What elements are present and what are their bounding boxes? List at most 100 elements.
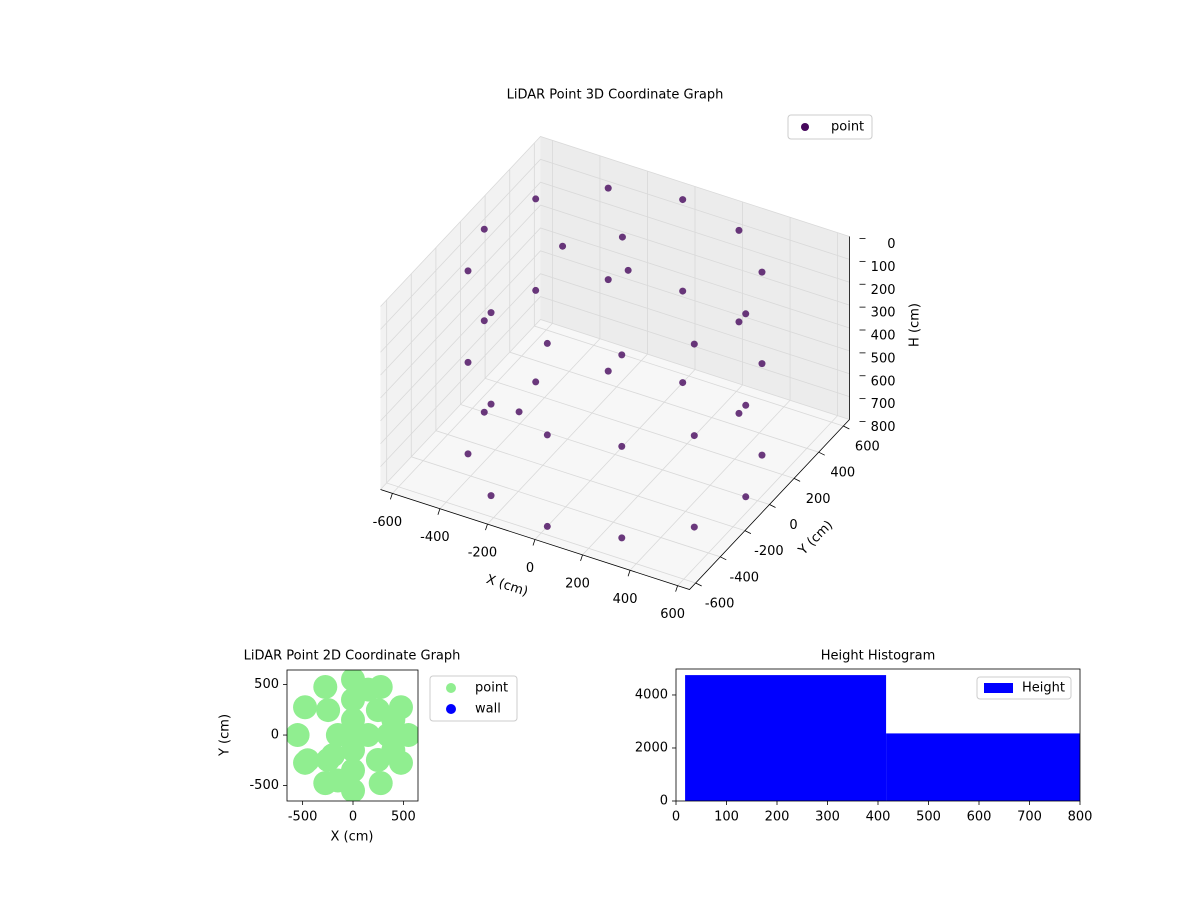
tick-mark xyxy=(793,477,801,482)
x-tick-label: 500 xyxy=(916,810,941,825)
point xyxy=(690,432,698,440)
y-tick-label: 600 xyxy=(855,440,880,455)
tick-mark xyxy=(532,539,536,546)
y-tick-label: -200 xyxy=(754,544,784,559)
y-tick-label: 500 xyxy=(254,677,279,692)
x-tick-label: 400 xyxy=(866,810,891,825)
point xyxy=(604,276,612,284)
grid-line xyxy=(380,158,850,330)
point xyxy=(341,723,366,748)
z-tick-label: 500 xyxy=(871,351,896,366)
y-tick-label: 0 xyxy=(660,794,668,809)
point xyxy=(618,534,626,542)
legend-label: point xyxy=(831,120,864,135)
grid-line xyxy=(380,204,850,376)
point xyxy=(690,523,698,531)
point xyxy=(480,408,488,416)
z-axis-label: H (cm) xyxy=(908,303,923,347)
point xyxy=(487,492,495,500)
point xyxy=(758,268,766,276)
grid-line xyxy=(380,250,850,422)
y-tick-label: 0 xyxy=(789,518,797,533)
y-tick-label: -600 xyxy=(705,596,735,611)
x-tick-label: 500 xyxy=(391,810,416,825)
point xyxy=(618,233,626,241)
x-tick-label: 600 xyxy=(660,607,685,622)
x-tick-label: 0 xyxy=(526,561,534,576)
point xyxy=(604,367,612,375)
x-tick-label: -400 xyxy=(420,530,450,545)
tick-mark xyxy=(437,508,441,515)
bar xyxy=(886,733,1080,801)
point xyxy=(368,771,393,796)
point xyxy=(287,723,310,748)
point xyxy=(604,184,612,192)
point xyxy=(543,431,551,439)
point xyxy=(543,522,551,530)
legend-box xyxy=(787,114,873,140)
legend-label: point xyxy=(475,681,508,696)
x-tick-label: 0 xyxy=(672,810,680,825)
point xyxy=(679,287,687,295)
point xyxy=(464,450,472,458)
grid-line xyxy=(380,227,850,399)
point xyxy=(464,267,472,275)
z-tick-label: 800 xyxy=(871,420,896,435)
point xyxy=(480,225,488,233)
z-tick-label: 200 xyxy=(871,283,896,298)
x-tick-label: -200 xyxy=(468,546,498,561)
point xyxy=(480,317,488,325)
z-tick-label: 600 xyxy=(871,374,896,389)
point xyxy=(618,351,626,359)
point xyxy=(735,318,743,326)
point xyxy=(515,408,523,416)
y-tick-label: 2000 xyxy=(635,740,668,755)
z-tick-label: 300 xyxy=(871,306,896,321)
point xyxy=(320,743,345,768)
x-tick-label: 100 xyxy=(714,810,739,825)
chart-title: Height Histogram xyxy=(821,649,936,664)
x-tick-label: 200 xyxy=(765,810,790,825)
legend-patch xyxy=(984,683,1013,693)
point xyxy=(742,401,750,409)
point xyxy=(325,768,350,793)
point xyxy=(742,310,750,318)
x-tick-label: -500 xyxy=(288,810,318,825)
point xyxy=(464,358,472,366)
y-tick-label: 200 xyxy=(806,492,831,507)
point xyxy=(313,674,338,699)
tick-mark xyxy=(695,582,702,587)
tick-mark xyxy=(769,504,776,508)
x-tick-label: 0 xyxy=(349,810,357,825)
point xyxy=(487,400,495,408)
point xyxy=(758,451,766,459)
point xyxy=(618,442,626,450)
y-tick-label: -400 xyxy=(730,570,760,585)
tick-mark xyxy=(818,451,825,456)
x-tick-label: 300 xyxy=(815,810,840,825)
tick-mark xyxy=(843,425,850,430)
grid-line xyxy=(380,136,850,307)
point xyxy=(532,195,540,203)
z-tick-label: 100 xyxy=(871,260,896,275)
x-tick-label: 700 xyxy=(1017,810,1042,825)
point xyxy=(356,677,381,702)
plot-area xyxy=(287,670,418,801)
z-tick-label: 0 xyxy=(887,237,895,252)
point xyxy=(381,707,406,732)
tick-mark xyxy=(580,554,583,562)
chart-title: LiDAR Point 2D Coordinate Graph xyxy=(244,649,461,664)
tick-mark xyxy=(627,570,631,577)
legend-marker xyxy=(801,123,809,131)
point xyxy=(532,286,540,294)
tick-mark xyxy=(675,585,678,592)
x-tick-label: -600 xyxy=(373,515,403,530)
axis-line xyxy=(380,419,850,590)
point xyxy=(758,360,766,368)
point xyxy=(735,409,743,417)
grid-line xyxy=(380,319,850,490)
point xyxy=(532,378,540,386)
bar xyxy=(685,675,887,801)
grid-line xyxy=(380,296,850,467)
